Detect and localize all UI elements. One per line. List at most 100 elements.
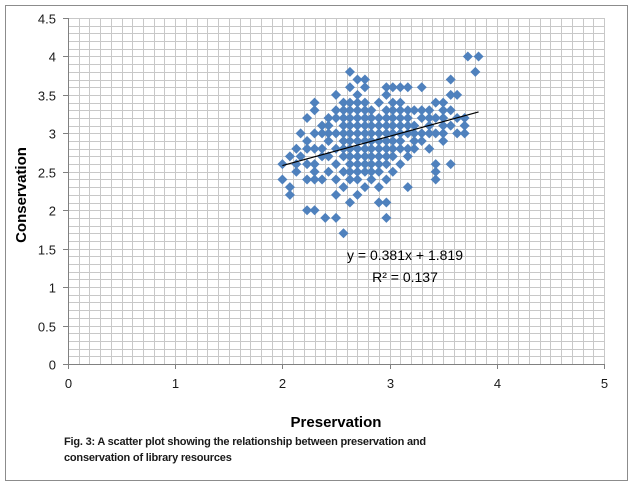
data-point <box>381 82 392 93</box>
data-point <box>352 189 363 200</box>
data-point <box>373 112 384 123</box>
data-point <box>395 136 406 147</box>
data-point <box>338 105 349 116</box>
data-point <box>309 105 320 116</box>
data-point <box>359 182 370 193</box>
data-point <box>344 82 355 93</box>
data-point <box>344 166 355 177</box>
data-point <box>323 120 334 131</box>
data-point <box>352 112 363 123</box>
data-point <box>331 189 341 200</box>
data-point <box>323 112 334 123</box>
data-point <box>402 105 413 116</box>
data-point <box>366 120 377 131</box>
data-point <box>317 174 328 185</box>
data-point <box>445 89 456 100</box>
y-tick-label: 0.5 <box>38 320 56 335</box>
figure-caption-line-2: conservation of library resources <box>64 452 232 464</box>
data-point <box>359 74 370 85</box>
data-point <box>402 143 413 154</box>
data-point <box>430 174 441 185</box>
data-point <box>338 182 349 193</box>
data-point <box>352 159 363 170</box>
data-point <box>309 143 320 154</box>
x-tick-label: 1 <box>172 376 179 391</box>
data-point <box>395 120 406 131</box>
data-point <box>344 159 355 170</box>
data-point <box>302 159 313 170</box>
data-point <box>302 143 313 154</box>
data-point <box>338 112 349 123</box>
data-point <box>359 82 370 93</box>
y-tick-label: 1 <box>49 281 56 296</box>
data-point <box>317 120 328 131</box>
data-point <box>445 105 456 116</box>
data-point <box>344 97 355 108</box>
data-point <box>409 105 420 116</box>
data-point <box>331 105 341 116</box>
data-point <box>344 174 355 185</box>
data-point <box>320 212 331 223</box>
data-point <box>366 105 377 116</box>
data-point <box>402 120 413 131</box>
y-tick-label: 4.5 <box>38 12 56 27</box>
data-point <box>338 128 349 139</box>
data-point <box>352 166 363 177</box>
data-point <box>381 105 392 116</box>
data-point <box>470 66 481 77</box>
data-point <box>317 128 328 139</box>
data-point <box>344 66 355 77</box>
data-point <box>366 166 377 177</box>
y-tick-label: 3.5 <box>38 89 56 104</box>
y-tick-label: 1.5 <box>38 243 56 258</box>
data-point <box>352 174 363 185</box>
data-point <box>381 212 392 223</box>
trendline <box>282 111 479 167</box>
data-point <box>402 182 413 193</box>
data-point <box>387 120 398 131</box>
data-point <box>317 143 328 154</box>
data-point <box>338 151 349 162</box>
y-tick-label: 2 <box>49 204 56 219</box>
y-tick-label: 0 <box>49 358 56 373</box>
data-point <box>381 151 392 162</box>
data-point <box>445 74 456 85</box>
data-point <box>352 120 363 131</box>
data-point <box>302 205 313 216</box>
data-point <box>409 143 420 154</box>
data-point <box>462 51 473 62</box>
data-point <box>359 143 370 154</box>
data-point <box>331 159 341 170</box>
data-point <box>409 120 420 131</box>
data-point <box>438 105 449 116</box>
data-point <box>445 120 456 131</box>
data-point <box>359 166 370 177</box>
data-point <box>331 89 341 100</box>
data-point <box>331 174 341 185</box>
data-point <box>416 82 427 93</box>
chart-frame <box>5 5 628 481</box>
data-point <box>387 166 398 177</box>
data-point <box>359 159 370 170</box>
data-point <box>302 112 313 123</box>
data-point <box>373 197 384 208</box>
data-point <box>430 166 441 177</box>
data-point <box>366 112 377 123</box>
data-point <box>331 128 341 139</box>
data-point <box>402 112 413 123</box>
data-point <box>387 143 398 154</box>
data-point <box>395 97 406 108</box>
data-point <box>309 128 320 139</box>
data-point <box>344 151 355 162</box>
data-point <box>416 128 427 139</box>
data-point <box>277 174 288 185</box>
data-point <box>359 105 370 116</box>
data-point <box>373 166 384 177</box>
y-axis-title: Conservation <box>13 147 30 243</box>
data-point <box>344 120 355 131</box>
data-point <box>424 143 435 154</box>
data-point <box>430 112 441 123</box>
data-point <box>352 128 363 139</box>
data-point <box>366 143 377 154</box>
data-point <box>344 112 355 123</box>
